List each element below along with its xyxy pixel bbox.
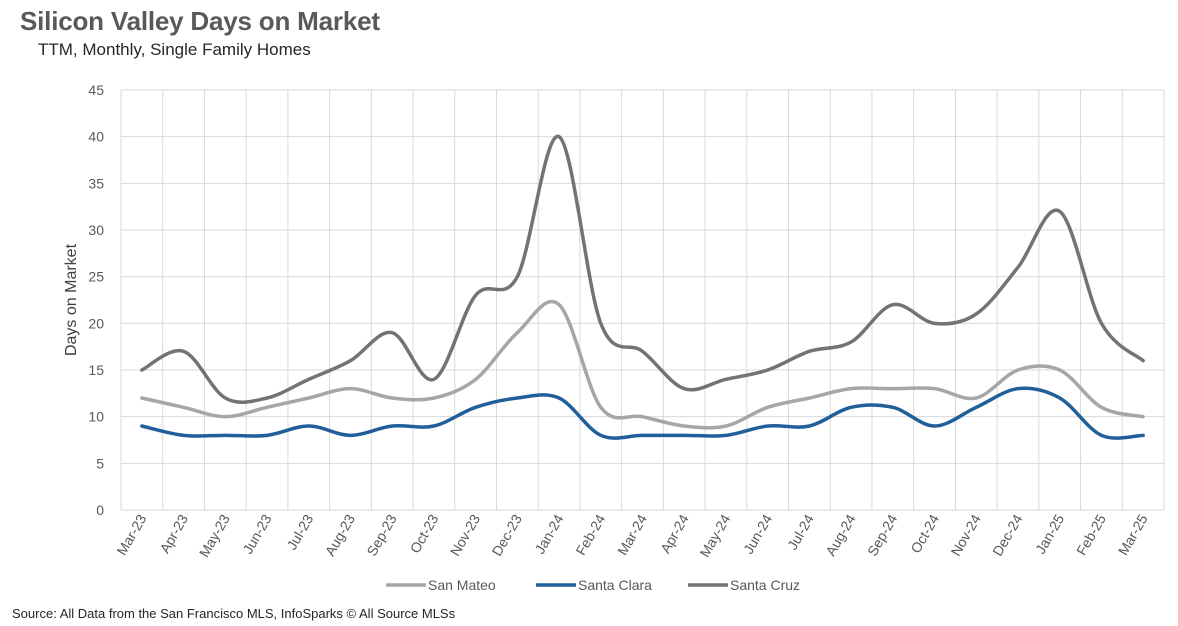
y-tick-label: 40 bbox=[88, 129, 104, 145]
gridlines bbox=[120, 89, 1165, 511]
x-axis-ticks: Mar-23 Apr-23 May-23 Jun-23 Jul-23 Aug-23 Sep-… bbox=[113, 511, 1150, 560]
y-tick-label: 5 bbox=[96, 455, 104, 471]
x-tick-label: Jan-25 bbox=[1032, 511, 1067, 556]
x-tick-label: May-24 bbox=[696, 511, 733, 560]
y-tick-label: 10 bbox=[88, 409, 104, 425]
x-tick-label: May-23 bbox=[196, 511, 233, 560]
x-tick-label: Sep-24 bbox=[864, 511, 901, 558]
y-tick-label: 30 bbox=[88, 222, 104, 238]
y-tick-label: 45 bbox=[88, 82, 104, 98]
y-axis-ticks: 0 5 10 15 20 25 30 35 40 45 bbox=[88, 82, 104, 518]
x-tick-label: Feb-25 bbox=[1073, 511, 1109, 558]
x-tick-label: Mar-25 bbox=[1115, 511, 1151, 558]
x-tick-label: Dec-23 bbox=[489, 511, 526, 558]
x-tick-label: Sep-23 bbox=[363, 511, 400, 558]
x-tick-label: Oct-24 bbox=[907, 511, 942, 556]
x-tick-label: Aug-24 bbox=[822, 511, 859, 558]
x-tick-label: Apr-24 bbox=[657, 511, 692, 556]
y-tick-label: 15 bbox=[88, 362, 104, 378]
legend-label-santa-clara: Santa Clara bbox=[578, 577, 652, 593]
series-line-santa-cruz bbox=[140, 134, 1145, 404]
chart-subtitle: TTM, Monthly, Single Family Homes bbox=[38, 40, 311, 59]
x-tick-label: Dec-24 bbox=[989, 511, 1026, 558]
x-tick-label: Nov-24 bbox=[947, 511, 984, 558]
chart-title: Silicon Valley Days on Market bbox=[20, 6, 380, 36]
x-tick-label: Mar-23 bbox=[113, 511, 149, 558]
legend-label-san-mateo: San Mateo bbox=[428, 577, 496, 593]
y-axis-label: Days on Market bbox=[63, 243, 80, 356]
x-tick-label: Nov-23 bbox=[447, 511, 484, 558]
source-note: Source: All Data from the San Francisco … bbox=[12, 606, 456, 621]
series-lines bbox=[140, 134, 1145, 440]
legend-label-santa-cruz: Santa Cruz bbox=[730, 577, 800, 593]
x-tick-label: Oct-23 bbox=[407, 511, 442, 556]
x-tick-label: Jul-23 bbox=[283, 511, 316, 552]
y-tick-label: 35 bbox=[88, 175, 104, 191]
x-tick-label: Feb-24 bbox=[572, 511, 608, 558]
x-tick-label: Jan-24 bbox=[531, 511, 566, 556]
x-tick-label: Jul-24 bbox=[784, 511, 817, 552]
legend: San Mateo Santa Clara Santa Cruz bbox=[386, 577, 800, 593]
x-tick-label: Jun-24 bbox=[740, 511, 775, 556]
series-line-santa-clara bbox=[140, 386, 1145, 440]
x-tick-label: Mar-24 bbox=[614, 511, 650, 558]
y-tick-label: 0 bbox=[96, 502, 104, 518]
x-tick-label: Jun-23 bbox=[239, 511, 274, 556]
series-line-san-mateo bbox=[140, 299, 1145, 430]
x-tick-label: Apr-23 bbox=[156, 511, 191, 556]
y-tick-label: 25 bbox=[88, 269, 104, 285]
x-tick-label: Aug-23 bbox=[322, 511, 359, 558]
y-tick-label: 20 bbox=[88, 315, 104, 331]
